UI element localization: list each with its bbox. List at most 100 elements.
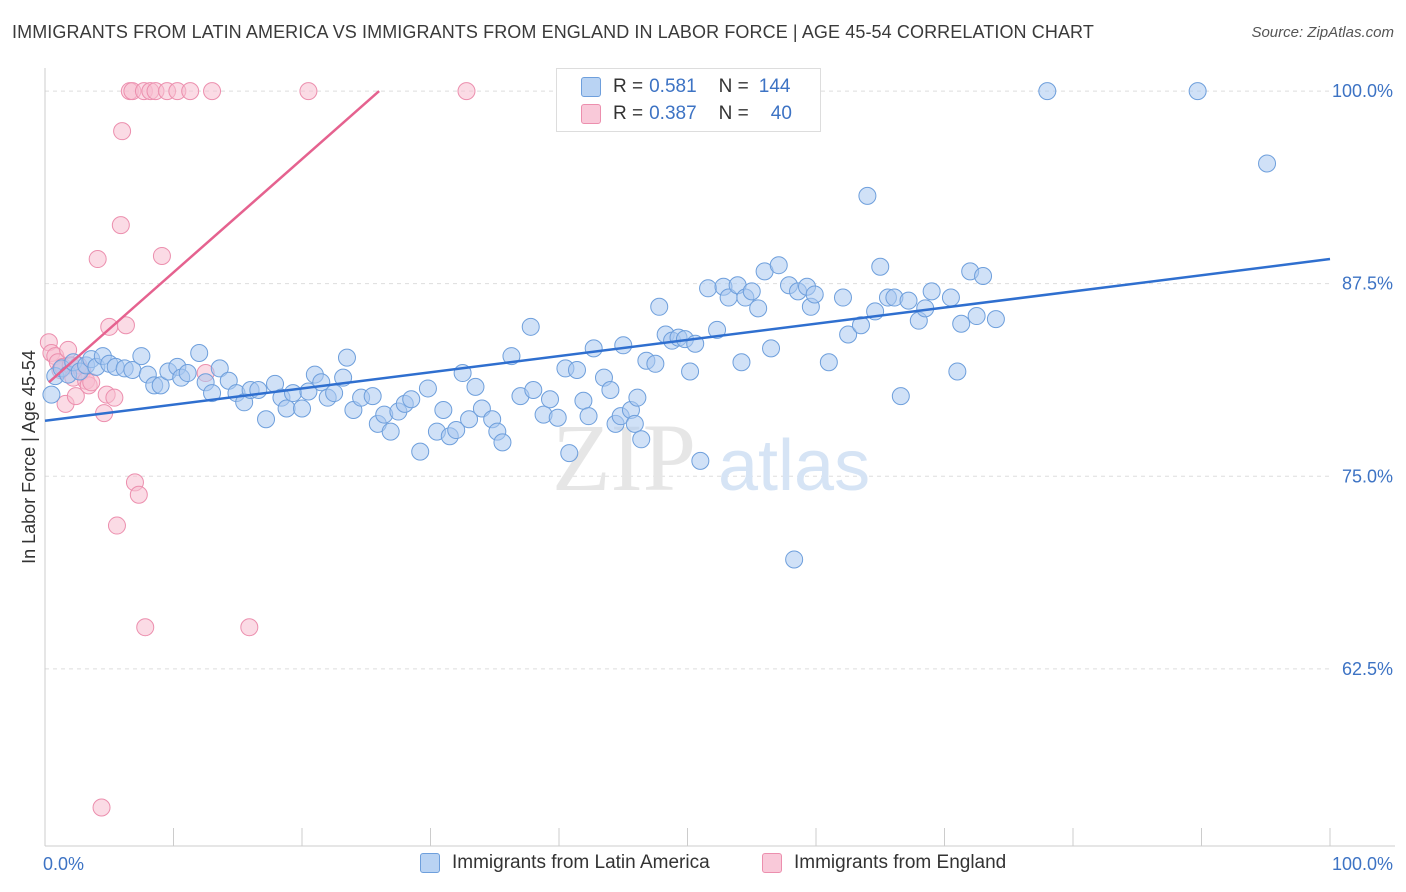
point-latin-america xyxy=(203,384,222,403)
point-latin-america xyxy=(646,354,665,373)
point-latin-america xyxy=(541,390,560,409)
chart-title: IMMIGRANTS FROM LATIN AMERICA VS IMMIGRA… xyxy=(12,22,1094,42)
data-points xyxy=(39,82,1277,817)
point-latin-america xyxy=(922,282,941,301)
point-latin-america xyxy=(952,314,971,333)
point-latin-america xyxy=(178,364,197,383)
y-tick-label: 87.5% xyxy=(1342,274,1393,294)
point-latin-america xyxy=(277,399,296,418)
trend-lines xyxy=(44,90,1331,423)
legend-r-value: 0.387 xyxy=(649,103,697,124)
point-latin-america xyxy=(699,279,718,298)
stats-legend: R = 0.581 N = 144 R = 0.387 N = 40 xyxy=(556,68,821,132)
point-latin-america xyxy=(560,444,579,463)
point-latin-america xyxy=(42,385,61,404)
legend-n-value: 40 xyxy=(770,103,792,124)
point-latin-america xyxy=(614,336,633,355)
point-latin-america xyxy=(363,387,382,406)
point-latin-america xyxy=(521,317,540,336)
point-latin-america xyxy=(732,353,751,372)
point-latin-america xyxy=(411,442,430,461)
legend-r-value: 0.581 xyxy=(649,76,697,97)
point-latin-america xyxy=(402,390,421,409)
x-tick-label: 100.0% xyxy=(1332,854,1393,874)
point-england xyxy=(299,82,318,101)
y-tick-label: 62.5% xyxy=(1342,659,1393,679)
point-latin-america xyxy=(210,359,229,378)
point-latin-america xyxy=(967,307,986,326)
point-latin-america xyxy=(579,407,598,426)
point-england xyxy=(152,246,171,265)
point-england xyxy=(203,82,222,101)
legend-item-england[interactable]: Immigrants from England xyxy=(762,852,1006,874)
point-latin-america xyxy=(899,291,918,310)
point-latin-america xyxy=(681,362,700,381)
legend-swatch-blue xyxy=(420,853,440,873)
legend-row-england: R = 0.387 N = 40 xyxy=(581,101,792,127)
point-latin-america xyxy=(325,384,344,403)
tick-labels: 62.5% 75.0% 87.5% 100.0% 0.0% 100.0% In Labor … xyxy=(19,81,1393,874)
point-latin-america xyxy=(1038,82,1057,101)
legend-item-latin-america[interactable]: Immigrants from Latin America xyxy=(420,852,710,874)
point-latin-america xyxy=(1258,154,1277,173)
point-england xyxy=(129,485,148,504)
watermark: ZIP atlas xyxy=(552,404,870,511)
point-latin-america xyxy=(151,376,170,395)
series-legend: Immigrants from Latin America Immigrants… xyxy=(0,852,1406,878)
point-latin-america xyxy=(337,348,356,367)
point-latin-america xyxy=(190,344,209,363)
point-latin-america xyxy=(632,430,651,449)
axes xyxy=(44,68,1395,847)
legend-swatch-pink xyxy=(581,104,601,124)
point-latin-america xyxy=(650,297,669,316)
point-latin-america xyxy=(257,410,276,429)
point-latin-america xyxy=(819,353,838,372)
point-latin-america xyxy=(584,339,603,358)
point-latin-america xyxy=(871,257,890,276)
legend-r-label: R = xyxy=(613,76,644,97)
point-latin-america xyxy=(858,186,877,205)
point-latin-america xyxy=(493,433,512,452)
point-latin-america xyxy=(381,422,400,441)
point-latin-america xyxy=(601,380,620,399)
point-england xyxy=(113,122,132,141)
point-latin-america xyxy=(851,316,870,335)
point-latin-america xyxy=(941,288,960,307)
point-england xyxy=(88,250,107,269)
point-latin-america xyxy=(460,410,479,429)
point-latin-america xyxy=(293,399,311,418)
y-tick-label: 100.0% xyxy=(1332,81,1393,101)
point-latin-america xyxy=(132,347,151,366)
point-latin-america xyxy=(284,384,303,403)
point-england xyxy=(136,618,155,637)
point-latin-america xyxy=(948,362,967,381)
legend-r-label: R = xyxy=(613,103,644,124)
point-latin-america xyxy=(691,451,710,470)
y-tick-label: 75.0% xyxy=(1342,466,1393,486)
point-england xyxy=(107,516,126,535)
point-latin-america xyxy=(434,401,453,420)
trend-line-latin-america xyxy=(44,257,1331,423)
point-england xyxy=(181,82,200,101)
point-latin-america xyxy=(708,320,727,339)
legend-n-value: 144 xyxy=(758,76,791,97)
point-england xyxy=(92,798,111,817)
point-england xyxy=(116,316,135,335)
watermark-atlas: atlas xyxy=(718,426,870,506)
legend-swatch-blue xyxy=(581,77,601,97)
point-latin-america xyxy=(625,414,644,433)
point-england xyxy=(105,388,124,407)
legend-row-latin-america: R = 0.581 N = 144 xyxy=(581,74,790,100)
source-credit: Source: ZipAtlas.com xyxy=(1251,24,1394,41)
legend-n-label: N = xyxy=(718,103,749,124)
point-latin-america xyxy=(769,256,788,275)
point-latin-america xyxy=(785,550,804,569)
point-latin-america xyxy=(466,377,485,396)
point-latin-america xyxy=(891,387,910,406)
point-latin-america xyxy=(447,421,466,440)
point-latin-america xyxy=(839,325,858,344)
y-axis-label: In Labor Force | Age 45-54 xyxy=(19,350,39,564)
legend-label: Immigrants from England xyxy=(794,852,1007,873)
x-tick-label: 0.0% xyxy=(43,854,84,874)
